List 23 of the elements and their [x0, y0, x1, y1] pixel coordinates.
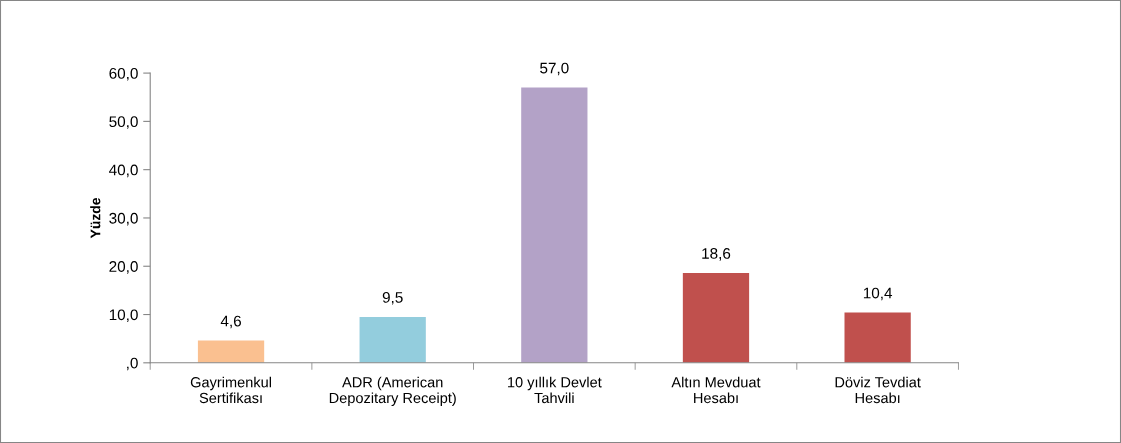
- y-tick-label: 60,0: [109, 67, 138, 81]
- data-label: 4,6: [220, 315, 241, 329]
- x-tick-label: Altın Mevduat Hesabı: [671, 376, 761, 404]
- x-tick-label: Döviz Tevdiat Hesabı: [835, 376, 921, 404]
- y-tick-label: 30,0: [109, 212, 138, 226]
- y-tick-label: 20,0: [109, 261, 138, 274]
- data-label: 10,4: [863, 287, 893, 301]
- y-tick-label: ,0: [127, 357, 138, 371]
- data-label: 57,0: [540, 62, 569, 76]
- bar: [359, 316, 426, 363]
- data-label: 9,5: [382, 291, 403, 305]
- bar: [521, 87, 588, 363]
- x-tick-label: ADR (American Depozitary Receipt): [329, 376, 456, 407]
- data-label: 18,6: [702, 248, 731, 261]
- bar: [844, 312, 911, 363]
- bar: [682, 273, 750, 363]
- y-tick-label: 40,0: [109, 164, 138, 178]
- x-tick-label: Gayrimenkul Sertifikası: [190, 376, 271, 404]
- y-tick-label: 50,0: [109, 116, 138, 129]
- y-tick-label: 10,0: [109, 309, 138, 323]
- y-axis-title: Yüzde: [90, 197, 101, 239]
- x-tick-label: 10 yıllık Devlet Tahvili: [508, 376, 602, 404]
- bar: [197, 340, 265, 363]
